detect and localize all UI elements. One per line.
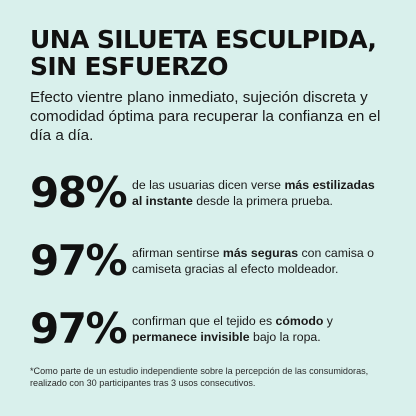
- headline-line-2: SIN ESFUERZO: [30, 52, 229, 81]
- stat-text-part: de las usuarias dicen verse: [132, 178, 285, 192]
- stat-description: confirman que el tejido es cómodo y perm…: [132, 313, 384, 345]
- stat-row: 97% afirman sentirse más seguras con cam…: [30, 227, 392, 295]
- footnote: *Como parte de un estudio independiente …: [30, 366, 369, 388]
- stat-text-emphasis: más seguras: [222, 246, 299, 260]
- stat-row: 97% confirman que el tejido es cómodo y …: [30, 295, 392, 363]
- stat-text-part: y: [323, 314, 333, 328]
- stat-value: 98%: [30, 168, 128, 217]
- stat-text-part: desde la primera prueba.: [192, 194, 333, 208]
- intro-text: Efecto vientre plano inmediato, sujeción…: [30, 89, 381, 144]
- stat-text-part: afirman sentirse: [132, 246, 223, 260]
- stat-row: 98% de las usuarias dicen verse más esti…: [30, 159, 392, 227]
- stat-text-emphasis: permanece invisible: [132, 330, 250, 344]
- stat-value: 97%: [30, 236, 128, 285]
- stat-text-part: bajo la ropa.: [249, 330, 321, 344]
- stat-description: afirman sentirse más seguras con camisa …: [132, 245, 384, 277]
- headline-line-1: UNA SILUETA ESCULPIDA,: [30, 25, 377, 54]
- stat-text-emphasis: cómodo: [275, 314, 324, 328]
- stat-text-emphasis: más estilizadas al instante: [132, 178, 375, 208]
- stat-description: de las usuarias dicen verse más estiliza…: [132, 177, 384, 209]
- stat-text-part: confirman que el tejido es: [132, 314, 276, 328]
- headline: UNA SILUETA ESCULPIDA, SIN ESFUERZO: [30, 26, 392, 80]
- stat-value: 97%: [30, 304, 128, 353]
- stat-text-part: con camisa o camiseta gracias al efecto …: [132, 246, 374, 276]
- stats-list: 98% de las usuarias dicen verse más esti…: [30, 159, 392, 363]
